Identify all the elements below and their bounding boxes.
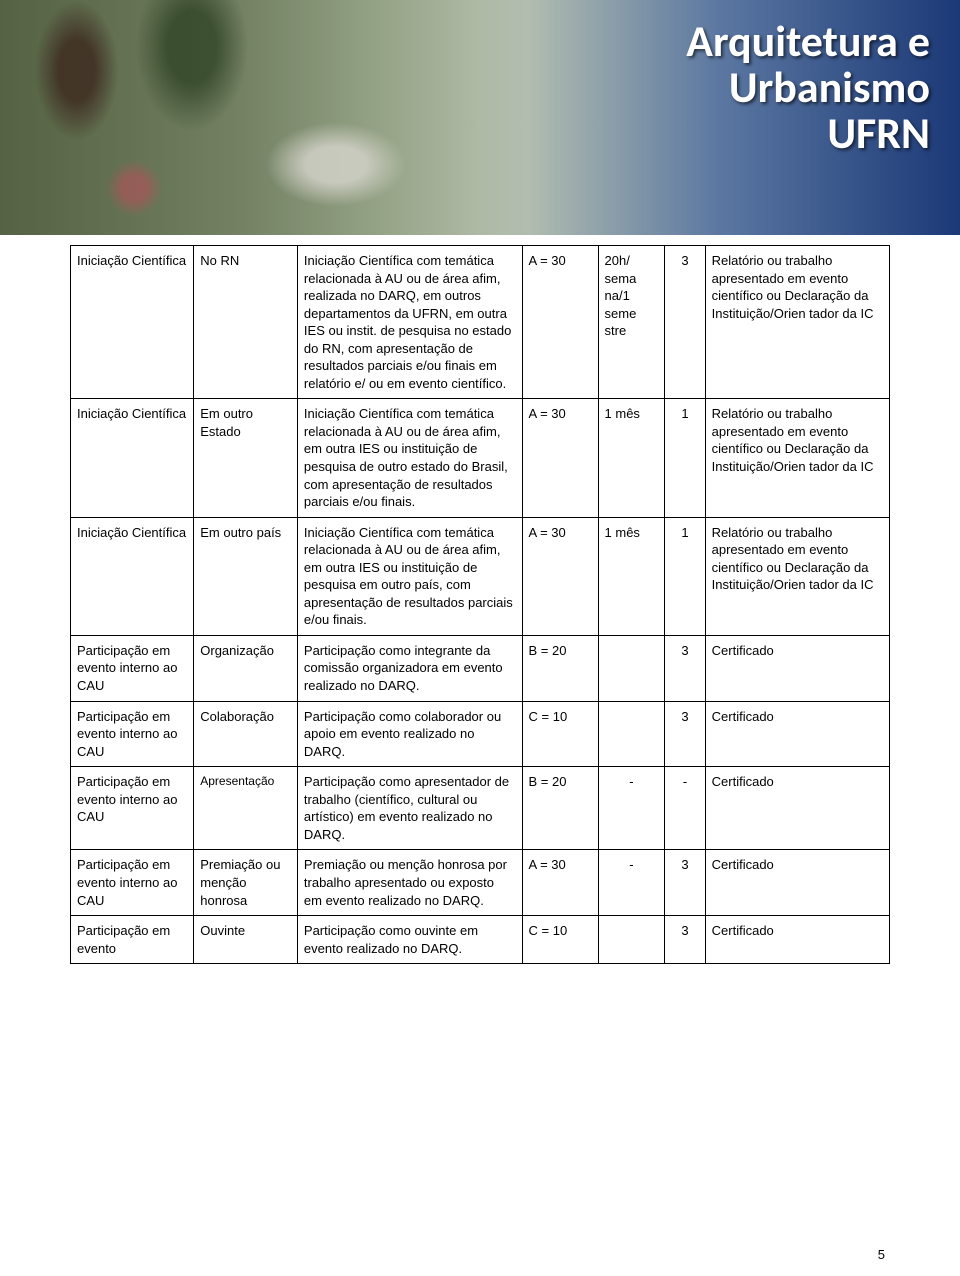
table-row: Iniciação Científica Em outro país Inici… bbox=[71, 517, 890, 635]
cell-duration bbox=[598, 701, 665, 767]
cell-activity: Iniciação Científica bbox=[71, 399, 194, 517]
activities-table: Iniciação Científica No RN Iniciação Cie… bbox=[70, 245, 890, 964]
cell-activity: Participação em evento interno ao CAU bbox=[71, 767, 194, 850]
cell-context: Em outro país bbox=[194, 517, 298, 635]
cell-activity: Participação em evento interno ao CAU bbox=[71, 635, 194, 701]
banner-line1: Arquitetura e bbox=[686, 18, 930, 64]
cell-desc: Participação como apresentador de trabal… bbox=[297, 767, 522, 850]
cell-context: Premiação ou menção honrosa bbox=[194, 850, 298, 916]
cell-duration bbox=[598, 916, 665, 964]
cell-desc: Participação como colaborador ou apoio e… bbox=[297, 701, 522, 767]
cell-duration: - bbox=[598, 767, 665, 850]
cell-context: Organização bbox=[194, 635, 298, 701]
cell-duration: 20h/ sema na/1 seme stre bbox=[598, 246, 665, 399]
cell-qty: 1 bbox=[665, 399, 705, 517]
cell-context: Colaboração bbox=[194, 701, 298, 767]
table-row: Participação em evento interno ao CAU Or… bbox=[71, 635, 890, 701]
cell-desc: Participação como integrante da comissão… bbox=[297, 635, 522, 701]
cell-desc: Iniciação Científica com temática relaci… bbox=[297, 517, 522, 635]
cell-score: B = 20 bbox=[522, 635, 598, 701]
banner-line2: Urbanismo bbox=[686, 64, 930, 110]
cell-qty: - bbox=[665, 767, 705, 850]
table-row: Iniciação Científica No RN Iniciação Cie… bbox=[71, 246, 890, 399]
cell-score: A = 30 bbox=[522, 517, 598, 635]
cell-context: Em outro Estado bbox=[194, 399, 298, 517]
cell-context: No RN bbox=[194, 246, 298, 399]
cell-activity: Participação em evento interno ao CAU bbox=[71, 701, 194, 767]
cell-score: B = 20 bbox=[522, 767, 598, 850]
cell-duration: 1 mês bbox=[598, 517, 665, 635]
cell-score: A = 30 bbox=[522, 246, 598, 399]
table-row: Participação em evento interno ao CAU Ap… bbox=[71, 767, 890, 850]
cell-doc: Certificado bbox=[705, 850, 889, 916]
cell-qty: 3 bbox=[665, 850, 705, 916]
cell-desc: Premiação ou menção honrosa por trabalho… bbox=[297, 850, 522, 916]
cell-qty: 3 bbox=[665, 701, 705, 767]
table-row: Participação em evento Ouvinte Participa… bbox=[71, 916, 890, 964]
cell-qty: 3 bbox=[665, 635, 705, 701]
cell-doc: Certificado bbox=[705, 701, 889, 767]
cell-context: Apresentação bbox=[194, 767, 298, 850]
cell-desc: Iniciação Científica com temática relaci… bbox=[297, 399, 522, 517]
cell-desc: Iniciação Científica com temática relaci… bbox=[297, 246, 522, 399]
cell-score: A = 30 bbox=[522, 399, 598, 517]
cell-score: A = 30 bbox=[522, 850, 598, 916]
cell-activity: Participação em evento interno ao CAU bbox=[71, 850, 194, 916]
header-banner: Arquitetura e Urbanismo UFRN bbox=[0, 0, 960, 235]
banner-line3: UFRN bbox=[686, 110, 930, 156]
cell-activity: Iniciação Científica bbox=[71, 517, 194, 635]
cell-activity: Iniciação Científica bbox=[71, 246, 194, 399]
cell-duration bbox=[598, 635, 665, 701]
table-row: Participação em evento interno ao CAU Co… bbox=[71, 701, 890, 767]
cell-doc: Certificado bbox=[705, 916, 889, 964]
content-area: Iniciação Científica No RN Iniciação Cie… bbox=[0, 235, 960, 982]
cell-score: C = 10 bbox=[522, 916, 598, 964]
page-number: 5 bbox=[878, 1247, 885, 1262]
cell-qty: 3 bbox=[665, 246, 705, 399]
cell-desc: Participação como ouvinte em evento real… bbox=[297, 916, 522, 964]
cell-doc: Relatório ou trabalho apresentado em eve… bbox=[705, 246, 889, 399]
cell-duration: 1 mês bbox=[598, 399, 665, 517]
cell-doc: Certificado bbox=[705, 767, 889, 850]
cell-doc: Relatório ou trabalho apresentado em eve… bbox=[705, 399, 889, 517]
cell-qty: 1 bbox=[665, 517, 705, 635]
table-row: Participação em evento interno ao CAU Pr… bbox=[71, 850, 890, 916]
cell-qty: 3 bbox=[665, 916, 705, 964]
cell-activity: Participação em evento bbox=[71, 916, 194, 964]
cell-doc: Relatório ou trabalho apresentado em eve… bbox=[705, 517, 889, 635]
banner-title: Arquitetura e Urbanismo UFRN bbox=[686, 18, 930, 157]
cell-score: C = 10 bbox=[522, 701, 598, 767]
cell-doc: Certificado bbox=[705, 635, 889, 701]
cell-context: Ouvinte bbox=[194, 916, 298, 964]
table-row: Iniciação Científica Em outro Estado Ini… bbox=[71, 399, 890, 517]
cell-duration: - bbox=[598, 850, 665, 916]
